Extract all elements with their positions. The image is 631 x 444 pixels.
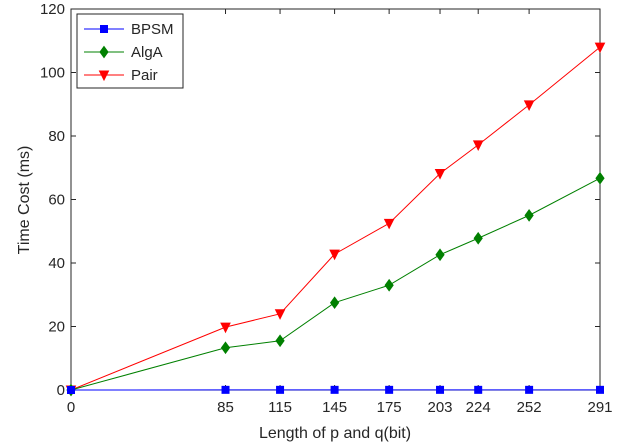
legend-label: BPSM xyxy=(131,21,174,38)
data-point xyxy=(523,100,535,112)
legend: BPSM AlgA Pair xyxy=(76,13,184,89)
data-point xyxy=(67,386,75,394)
x-tick-label: 145 xyxy=(322,399,347,416)
y-axis-label: Time Cost (ms) xyxy=(16,146,33,255)
x-tick-label: 203 xyxy=(428,399,453,416)
x-tick-label: 224 xyxy=(466,399,491,416)
data-point xyxy=(436,385,445,394)
y-tick-label: 20 xyxy=(48,319,65,336)
data-point xyxy=(525,385,534,394)
data-point xyxy=(594,42,606,54)
data-point xyxy=(595,171,605,185)
series-alga xyxy=(66,171,605,397)
data-point xyxy=(524,209,534,222)
data-point xyxy=(329,249,340,261)
data-point xyxy=(330,385,339,394)
y-tick-label: 100 xyxy=(40,65,65,82)
series-pair xyxy=(65,42,606,397)
x-tick-label: 0 xyxy=(67,399,75,416)
data-point xyxy=(274,309,286,320)
legend-marker xyxy=(100,25,108,33)
legend-label: Pair xyxy=(131,67,158,84)
data-point xyxy=(221,385,230,394)
y-tick-label: 60 xyxy=(48,192,65,209)
y-tick-label: 0 xyxy=(57,382,65,399)
legend-entry: AlgA xyxy=(84,44,163,61)
series-group xyxy=(65,42,606,397)
data-point xyxy=(220,322,231,334)
data-point xyxy=(220,341,231,355)
legend-marker xyxy=(98,70,110,82)
x-tick-label: 252 xyxy=(517,399,542,416)
data-point xyxy=(474,385,483,394)
data-point xyxy=(473,231,483,245)
x-tick-label: 115 xyxy=(268,399,292,416)
data-point xyxy=(329,296,340,310)
legend-marker xyxy=(99,45,109,59)
data-point xyxy=(385,385,394,394)
data-point xyxy=(384,278,394,292)
data-point xyxy=(383,218,395,230)
data-point xyxy=(276,385,285,394)
y-tick-label: 40 xyxy=(48,255,65,272)
axes: 0 85 115 145 175 203 224 252 291 0 20 40 60 80 100 120 xyxy=(40,1,613,416)
y-tick-label: 80 xyxy=(48,128,65,145)
data-point xyxy=(275,334,285,348)
legend-entry: Pair xyxy=(84,67,158,84)
legend-box xyxy=(76,13,184,89)
x-axis-label: Length of p and q(bit) xyxy=(259,425,411,442)
x-tick-label: 85 xyxy=(217,399,234,416)
data-point xyxy=(434,168,446,180)
legend-label: AlgA xyxy=(131,44,163,61)
legend-entry: BPSM xyxy=(84,21,174,38)
x-tick-label: 291 xyxy=(587,399,612,416)
y-tick-label: 120 xyxy=(40,1,65,18)
data-point xyxy=(596,385,604,394)
x-tick-label: 175 xyxy=(377,399,402,416)
data-point xyxy=(435,248,445,262)
series-bpsm xyxy=(67,385,604,394)
data-point xyxy=(472,140,484,152)
